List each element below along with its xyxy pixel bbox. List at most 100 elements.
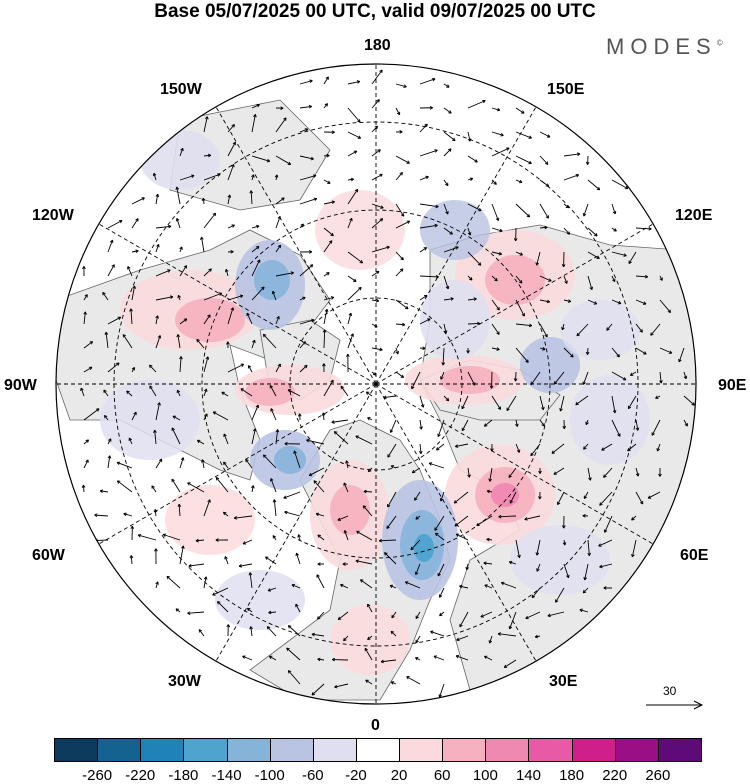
wind-vector-head — [434, 150, 437, 151]
colorbar-tick-label: -140 — [212, 767, 242, 784]
wind-vector-head — [454, 503, 457, 504]
anomaly-contour — [510, 525, 610, 595]
wind-vector-head — [521, 280, 522, 283]
lon-label-90w: 90W — [4, 377, 37, 395]
anomaly-contour — [245, 378, 295, 406]
colorbar-cell — [270, 738, 314, 762]
wind-vector-head — [615, 211, 616, 214]
lon-label-0: 0 — [371, 717, 380, 735]
wind-vector-head — [436, 450, 439, 451]
colorbar-tick-label: 20 — [391, 767, 408, 784]
wind-vector-head — [619, 354, 620, 357]
lon-label-150e: 150E — [547, 81, 584, 99]
anomaly-contour — [420, 280, 490, 360]
wind-vector-head — [387, 246, 390, 247]
wind-vector-head — [686, 376, 687, 379]
colorbar-cell — [97, 738, 141, 762]
anomaly-contour — [315, 190, 405, 270]
colorbar-tick-label: 180 — [559, 767, 584, 784]
wind-vector-head — [288, 670, 289, 673]
colorbar-cell — [658, 738, 702, 762]
anomaly-contour — [440, 366, 500, 394]
wind-vector-head — [314, 198, 317, 199]
lon-label-60w: 60W — [32, 547, 65, 565]
anomaly-contour — [570, 375, 650, 465]
reference-vector-label: 30 — [663, 684, 676, 698]
anomaly-contour — [414, 534, 434, 562]
colorbar-tick-label: -260 — [82, 767, 112, 784]
wind-vector-head — [423, 404, 424, 407]
colorbar-tick-label: -220 — [125, 767, 155, 784]
wind-vector-head — [296, 553, 297, 556]
colorbar-cell — [140, 738, 184, 762]
wind-vector — [468, 323, 480, 324]
lon-label-180: 180 — [364, 37, 391, 55]
wind-vector-head — [592, 287, 593, 290]
colorbar-cell — [572, 738, 616, 762]
wind-vector-head — [440, 615, 443, 616]
colorbar-cell — [485, 738, 529, 762]
colorbar-tick-label: 220 — [602, 767, 627, 784]
wind-vector-head — [216, 477, 217, 480]
wind-vector-head — [470, 232, 471, 235]
wind-vector-head — [294, 451, 295, 454]
polar-stereographic-map — [0, 0, 750, 735]
colorbar-tick-label: 260 — [645, 767, 670, 784]
wind-vector-head — [363, 506, 364, 509]
wind-vector-head — [628, 450, 631, 451]
wind-vector-head — [256, 246, 259, 247]
colorbar-tick-label: 100 — [473, 767, 498, 784]
wind-vector-head — [178, 295, 179, 298]
colorbar-cell — [356, 738, 400, 762]
reference-vector-arrow — [645, 698, 705, 712]
anomaly-contour — [420, 200, 490, 260]
anomaly-contour — [330, 605, 410, 675]
colorbar-tick-label: -100 — [255, 767, 285, 784]
wind-vector-head — [528, 360, 529, 363]
lon-label-30e: 30E — [549, 673, 577, 691]
anomaly-contour — [100, 380, 200, 460]
colorbar-tick-label: -60 — [302, 767, 324, 784]
lon-label-120e: 120E — [675, 207, 712, 225]
wind-vector-head — [197, 339, 198, 342]
lon-label-30w: 30W — [168, 673, 201, 691]
wind-vector-head — [484, 426, 487, 427]
lon-label-150w: 150W — [160, 81, 202, 99]
wind-vector-head — [116, 363, 119, 364]
wind-vector-head — [256, 225, 259, 226]
anomaly-contour — [274, 446, 306, 474]
wind-vector — [324, 330, 325, 348]
lon-label-120w: 120W — [32, 207, 74, 225]
wind-vector-head — [240, 295, 243, 296]
colorbar-cell — [54, 738, 98, 762]
wind-vector-head — [268, 591, 271, 592]
anomaly-contour — [330, 485, 370, 535]
wind-vector-head — [432, 78, 435, 79]
colorbar-tick-label: -20 — [345, 767, 367, 784]
wind-vector-head — [380, 219, 383, 220]
wind-vector-head — [470, 178, 473, 179]
colorbar-tick-label: 140 — [516, 767, 541, 784]
lon-label-60e: 60E — [680, 547, 708, 565]
wind-vector-head — [191, 175, 194, 176]
colorbar-cell — [183, 738, 227, 762]
colorbar-cell — [313, 738, 357, 762]
lon-label-90e: 90E — [718, 377, 746, 395]
wind-vector-head — [359, 119, 360, 122]
colorbar-cell — [227, 738, 271, 762]
wind-vector-head — [368, 639, 371, 640]
wind-vector-head — [311, 319, 314, 320]
colorbar-cell — [399, 738, 443, 762]
colorbar-cell — [615, 738, 659, 762]
wind-vector-head — [448, 286, 449, 289]
wind-vector-head — [455, 247, 458, 248]
colorbar-cell — [528, 738, 572, 762]
wind-vector-head — [153, 173, 154, 176]
colorbar-tick-label: -180 — [168, 767, 198, 784]
wind-vector-head — [398, 351, 399, 354]
colorbar-tick-label: 60 — [434, 767, 451, 784]
anomaly-contour — [165, 485, 255, 555]
anomaly-contour — [140, 130, 220, 190]
wind-vector-head — [176, 218, 177, 221]
wind-vector-head — [569, 575, 570, 578]
